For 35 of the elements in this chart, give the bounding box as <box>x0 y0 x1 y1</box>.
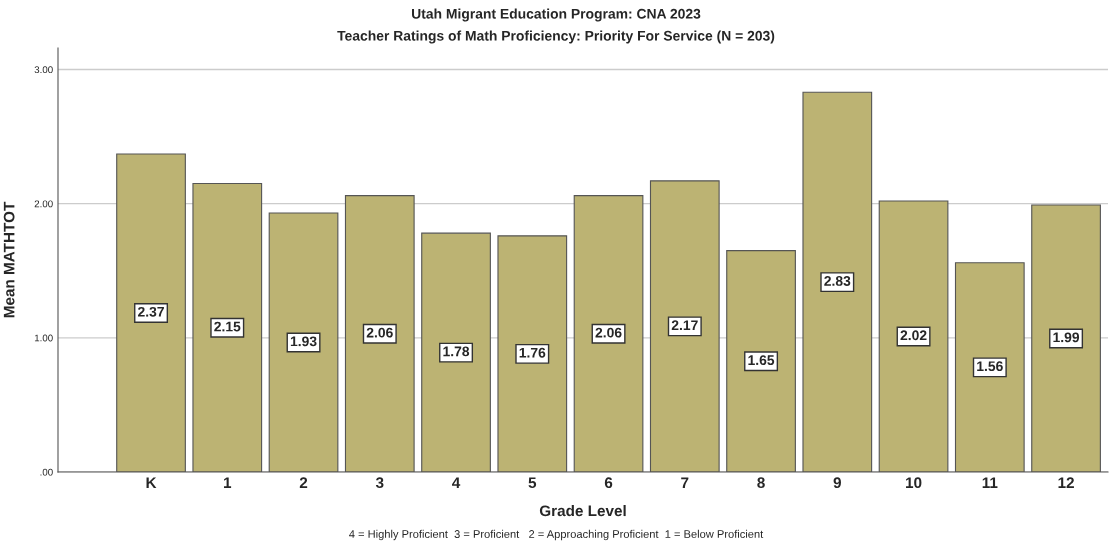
data-label: 2.06 <box>366 327 393 338</box>
x-tick-label: 3 <box>375 477 384 489</box>
y-tick-label: .00 <box>40 468 53 476</box>
x-tick-label: 2 <box>299 477 308 488</box>
y-tick-label: 1.00 <box>34 334 53 342</box>
y-tick-label: 3.00 <box>34 66 53 74</box>
x-tick-label: 11 <box>982 477 998 488</box>
chart-title: Utah Migrant Education Program: CNA 2023 <box>412 8 701 22</box>
y-tick-label: 2.00 <box>34 200 53 208</box>
x-tick-label: 10 <box>906 477 922 489</box>
data-label: 1.65 <box>748 355 775 366</box>
data-label: 2.15 <box>214 321 241 332</box>
text: 4 = Highly Proficient 3 = Proficient 2 = Approaching Proficient 1 = Below Proficient <box>349 529 764 541</box>
x-tick-label: 5 <box>528 477 537 489</box>
x-tick-label: 12 <box>1058 477 1074 488</box>
x-tick-label: 6 <box>604 477 613 489</box>
data-label: 1.56 <box>977 361 1003 372</box>
data-label: 2.83 <box>824 276 851 286</box>
x-tick-label: 1 <box>224 477 232 488</box>
x-tick-label: 4 <box>452 477 461 488</box>
data-label: 2.17 <box>671 320 698 331</box>
data-label: 1.76 <box>519 347 546 358</box>
data-label: 2.06 <box>595 327 622 338</box>
data-label: 1.93 <box>290 336 317 347</box>
x-tick-label: K <box>146 477 157 488</box>
x-tick-label: 8 <box>757 477 765 489</box>
y-axis-title: Mean MATHTOT <box>3 201 15 318</box>
data-label: 2.37 <box>138 306 164 317</box>
chart-subtitle: Teacher Ratings of Math Proficiency: Priority For Service (N = 203) <box>337 30 775 44</box>
x-tick-label: 9 <box>833 477 841 489</box>
x-tick-label: 7 <box>681 477 689 488</box>
x-axis-title: Grade Level <box>539 504 626 517</box>
data-label: 2.02 <box>900 330 927 341</box>
data-label: 1.99 <box>1053 332 1080 343</box>
data-label: 1.78 <box>443 346 470 357</box>
